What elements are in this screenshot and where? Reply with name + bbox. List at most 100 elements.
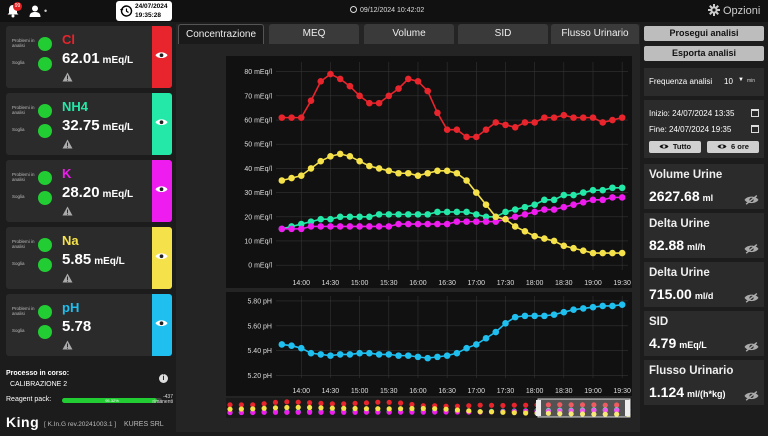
navigator-point-cl	[511, 402, 517, 408]
visibility-toggle[interactable]	[152, 26, 172, 88]
end-row[interactable]: Fine: 24/07/2024 19:35	[649, 125, 731, 134]
x-tick-label: 17:00	[468, 280, 486, 287]
eye-off-icon[interactable]	[744, 293, 759, 303]
eye-off-icon[interactable]	[744, 342, 759, 352]
threshold-label: Soglia	[12, 328, 25, 333]
start-label: Inizio:	[649, 109, 670, 118]
ion-value: 5.78	[62, 318, 94, 335]
eye-off-icon[interactable]	[744, 391, 759, 401]
time-range-box: Inizio: 24/07/2024 13:35 Fine: 24/07/202…	[644, 100, 764, 158]
tab-concentrazione[interactable]: Concentrazione	[178, 24, 264, 44]
visibility-toggle[interactable]	[152, 160, 172, 222]
tab-meq[interactable]: MEQ	[269, 24, 359, 44]
warning-icon	[62, 139, 73, 149]
start-value: 24/07/2024 13:35	[672, 109, 735, 118]
threshold-label: Soglia	[12, 194, 25, 199]
navigator-point-cl	[488, 402, 495, 408]
navigator-point-cl	[261, 401, 267, 407]
calendar-icon[interactable]	[751, 125, 759, 133]
navigator-point-cl	[466, 403, 472, 409]
ion-card-k[interactable]: Problemi in analisi Soglia K 28.20 mEq/L	[6, 160, 172, 222]
tab-volume[interactable]: Volume	[364, 24, 454, 44]
info-icon[interactable]: i	[159, 374, 168, 383]
navigator-point-cl	[500, 402, 506, 409]
eye-icon[interactable]	[155, 252, 168, 260]
range-all-button[interactable]: Tutto	[649, 141, 701, 153]
data-point-cl	[366, 99, 373, 107]
navigator-point-na	[511, 410, 517, 416]
ion-card-cl[interactable]: Problemi in analisi Soglia Cl 62.01 mEq/L	[6, 26, 172, 88]
navigator-point-na	[307, 404, 313, 411]
data-point-nh4	[511, 206, 519, 213]
data-point-nh4	[453, 208, 461, 216]
metric-unit: ml/(h*kg)	[687, 389, 726, 399]
y-tick-label: 5.20 pH	[247, 373, 272, 380]
data-point-k	[336, 223, 344, 230]
end-label: Fine:	[649, 125, 667, 134]
tab-sid[interactable]: SID	[458, 24, 548, 44]
navigator-point-cl	[284, 399, 290, 405]
eye-off-icon[interactable]	[744, 244, 759, 254]
process-title: Processo in corso:	[6, 370, 70, 377]
data-point-k	[356, 223, 363, 230]
data-point-nh4	[570, 191, 577, 199]
start-row[interactable]: Inizio: 24/07/2024 13:35	[649, 109, 734, 118]
eye-icon[interactable]	[155, 118, 168, 126]
metric-title: Delta Urine	[649, 218, 710, 230]
data-point-nh4	[579, 189, 587, 196]
ion-card-ph[interactable]: Problemi in analisi Soglia pH 5.78	[6, 294, 172, 356]
data-point-ph	[502, 320, 509, 327]
options-button[interactable]: Opzioni	[708, 4, 760, 17]
data-point-cl	[443, 126, 451, 134]
calendar-icon[interactable]	[751, 109, 759, 117]
range-6h-button[interactable]: 6 ore	[707, 141, 759, 153]
chevron-down-icon[interactable]: ▼	[738, 77, 744, 83]
visibility-toggle[interactable]	[152, 227, 172, 289]
navigator-panel[interactable]	[226, 398, 632, 418]
navigator-point-cl	[329, 401, 335, 407]
tab-flusso-urinario[interactable]: Flusso Urinario	[551, 24, 639, 44]
data-point-na	[502, 215, 509, 223]
ion-card-na[interactable]: Problemi in analisi Soglia Na 5.85 mEq/L	[6, 227, 172, 289]
data-point-nh4	[443, 208, 451, 216]
user-icon[interactable]	[28, 4, 42, 18]
navigator-point-k	[284, 409, 290, 415]
frequency-select[interactable]: 10	[724, 77, 733, 86]
continue-analysis-button[interactable]: Prosegui analisi	[644, 26, 764, 41]
data-point-na	[618, 249, 626, 257]
data-point-ph	[521, 312, 529, 320]
ion-value-number: 32.75	[62, 117, 100, 134]
navigator-point-na	[477, 409, 483, 415]
metric-title: Volume Urine	[649, 169, 723, 181]
data-point-nh4	[550, 196, 558, 204]
eye-off-icon[interactable]	[744, 195, 759, 205]
system-datetime: 09/12/2024 10:42:02	[350, 6, 424, 14]
data-point-ph	[395, 352, 402, 359]
eye-icon[interactable]	[155, 51, 168, 59]
data-point-na	[404, 169, 412, 177]
data-point-nh4	[502, 208, 509, 216]
ion-unit: mEq/L	[102, 189, 134, 200]
navigator-point-cl	[602, 402, 608, 408]
eye-icon[interactable]	[155, 319, 168, 327]
visibility-toggle[interactable]	[152, 294, 172, 356]
export-analysis-button[interactable]: Esporta analisi	[644, 46, 764, 61]
navigator-point-na	[295, 404, 301, 410]
data-point-nh4	[434, 208, 441, 216]
timeline-navigator[interactable]	[226, 398, 632, 418]
clock-box[interactable]: 24/07/2024 19:35:28	[116, 1, 172, 21]
navigator-point-cl	[523, 402, 529, 408]
data-point-nh4	[327, 215, 334, 223]
eye-icon[interactable]	[155, 185, 168, 193]
data-point-cl	[521, 119, 529, 126]
data-point-k	[550, 206, 558, 213]
concentration-chart: 0 mEq/l 10 mEq/l 20 mEq/l 30 mEq/l 40 mEq/l 5…	[244, 62, 631, 287]
data-point-cl	[327, 70, 334, 78]
navigator-handle-right[interactable]	[625, 400, 630, 416]
data-point-na	[385, 167, 393, 175]
ion-card-nh4[interactable]: Problemi in analisi Soglia NH4 32.75 mEq/L	[6, 93, 172, 155]
visibility-toggle[interactable]	[152, 93, 172, 155]
navigator-point-na	[341, 405, 347, 411]
navigator-point-cl	[227, 402, 233, 408]
navigator-handle-left[interactable]	[536, 400, 541, 416]
